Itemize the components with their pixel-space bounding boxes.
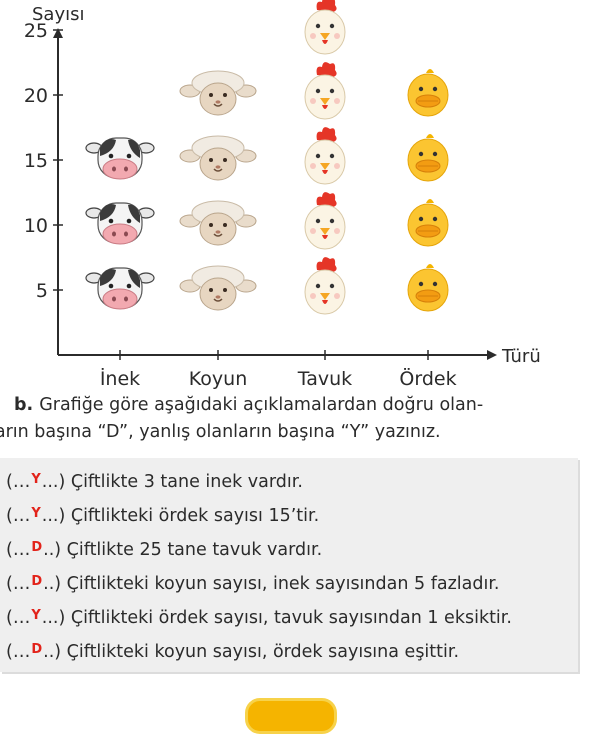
x-axis-title: Türü (501, 346, 541, 367)
chicken-icon (304, 192, 346, 250)
answer-field-3[interactable]: D (31, 540, 43, 555)
page-number-badge (245, 698, 337, 734)
y-tick-label: 20 (24, 85, 48, 107)
statement-text-5: Çiftlikteki ördek sayısı, tavuk sayısınd… (70, 608, 512, 628)
y-tick-label: 15 (24, 150, 48, 172)
answer-field-2[interactable]: Y (31, 506, 41, 521)
y-tick-label: 25 (24, 20, 48, 42)
statement-2: (…Y...) Çiftlikteki ördek sayısı 15’tir. (6, 498, 319, 530)
answer-field-5[interactable]: Y (31, 608, 41, 623)
statement-text-2: Çiftlikteki ördek sayısı 15’tir. (70, 506, 320, 526)
chicken-icon (304, 257, 346, 315)
answers-panel: (…Y...) Çiftlikte 3 tane inek vardır. (…… (0, 458, 578, 672)
answer-field-4[interactable]: D (31, 574, 43, 589)
answer-field-1[interactable]: Y (31, 472, 41, 487)
y-tick-label: 10 (24, 215, 48, 237)
statement-5: (…Y...) Çiftlikteki ördek sayısı, tavuk … (6, 600, 512, 632)
sheep-icon (179, 135, 257, 181)
question-letter: b. (14, 395, 34, 415)
statement-6: (…D..) Çiftlikteki koyun sayısı, ördek s… (6, 634, 459, 666)
category-label: Ördek (399, 367, 456, 390)
y-tick-label: 5 (36, 280, 48, 302)
answer-field-6[interactable]: D (31, 642, 43, 657)
question-line-1: Grafiğe göre aşağıdaki açıklamalardan do… (39, 395, 484, 415)
sheep-icon (179, 70, 257, 116)
statement-text-4: Çiftlikteki koyun sayısı, inek sayısında… (66, 574, 500, 594)
statement-3: (…D..) Çiftlikte 25 tane tavuk vardır. (6, 532, 322, 564)
statement-text-1: Çiftlikte 3 tane inek vardır. (70, 472, 303, 492)
statement-1: (…Y...) Çiftlikte 3 tane inek vardır. (6, 464, 303, 496)
cow-icon (85, 137, 155, 180)
category-label: Tavuk (297, 368, 352, 390)
sheep-icon (179, 200, 257, 246)
statement-4: (…D..) Çiftlikteki koyun sayısı, inek sa… (6, 566, 499, 598)
sheep-icon (179, 265, 257, 311)
chicken-icon (304, 127, 346, 185)
cow-icon (85, 267, 155, 310)
question-line-2: ların başına “D”, yanlış olanların başın… (0, 422, 441, 442)
pictograph-chart: Sayısı Türü 5 10 15 20 25 İnek Koyun Tavuk Ördek (24, 0, 541, 390)
category-label: İnek (100, 367, 140, 390)
y-axis-title: Sayısı (32, 4, 85, 25)
chicken-icon (304, 62, 346, 120)
duck-icon (407, 69, 449, 117)
statement-text-3: Çiftlikte 25 tane tavuk vardır. (66, 540, 323, 560)
duck-icon (407, 264, 449, 312)
chicken-icon (304, 0, 346, 55)
cow-icon (85, 202, 155, 245)
category-label: Koyun (189, 368, 247, 390)
question-text: b. Grafiğe göre aşağıdaki açıklamalardan … (0, 392, 608, 446)
duck-icon (407, 134, 449, 182)
statement-text-6: Çiftlikteki koyun sayısı, ördek sayısına… (66, 642, 460, 662)
duck-icon (407, 199, 449, 247)
